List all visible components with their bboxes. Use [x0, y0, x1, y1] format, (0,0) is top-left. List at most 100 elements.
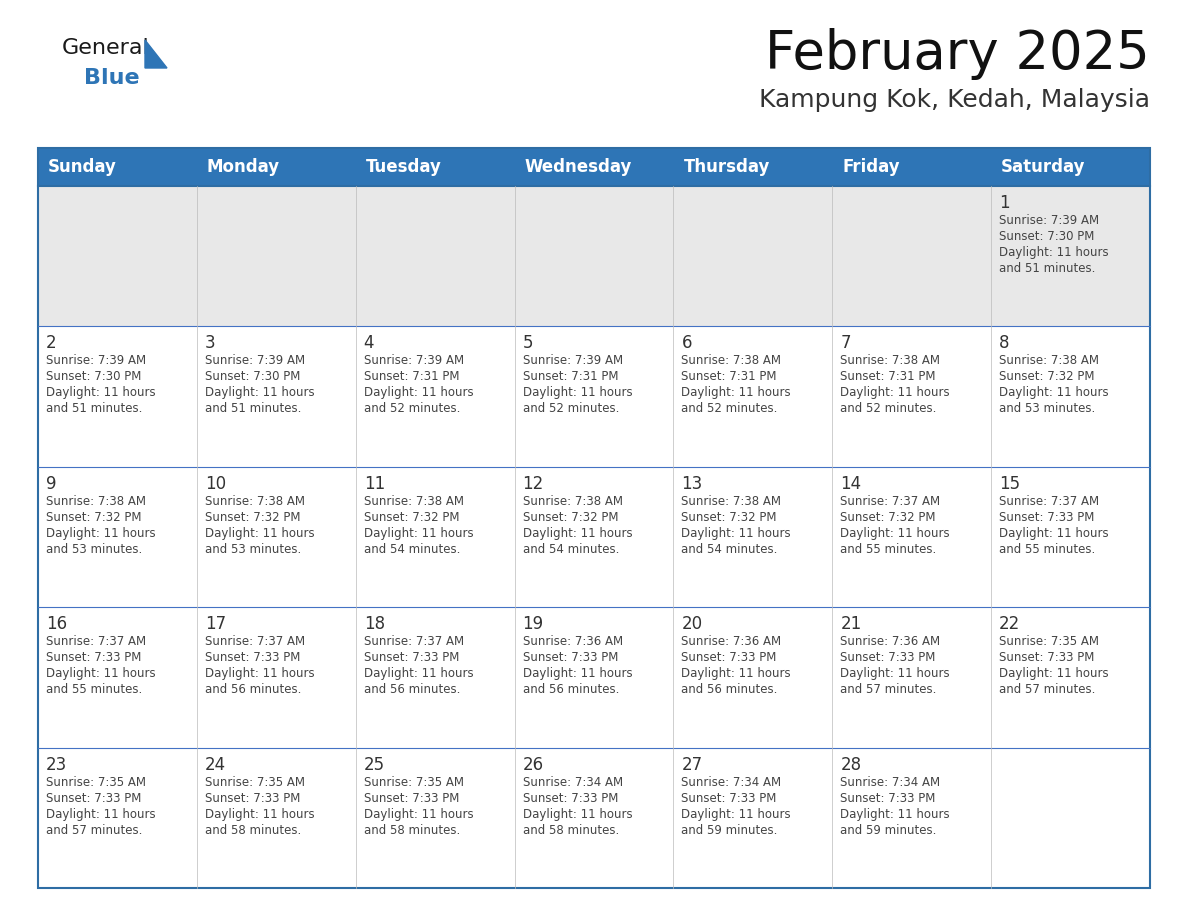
Text: Sunrise: 7:35 AM: Sunrise: 7:35 AM — [204, 776, 305, 789]
Text: Daylight: 11 hours: Daylight: 11 hours — [46, 386, 156, 399]
Text: Sunset: 7:33 PM: Sunset: 7:33 PM — [364, 651, 459, 665]
Text: Daylight: 11 hours: Daylight: 11 hours — [840, 527, 950, 540]
Bar — [991, 466, 1150, 607]
Bar — [514, 186, 674, 327]
Text: 20: 20 — [682, 615, 702, 633]
Bar — [991, 747, 1150, 888]
Text: Sunset: 7:33 PM: Sunset: 7:33 PM — [46, 791, 141, 804]
Text: and 54 minutes.: and 54 minutes. — [523, 543, 619, 555]
Bar — [197, 148, 355, 186]
Text: and 52 minutes.: and 52 minutes. — [364, 402, 460, 416]
Text: February 2025: February 2025 — [765, 28, 1150, 80]
Bar — [355, 607, 514, 747]
Bar — [197, 747, 355, 888]
Bar — [674, 466, 833, 607]
Text: Sunset: 7:33 PM: Sunset: 7:33 PM — [682, 791, 777, 804]
Text: General: General — [62, 38, 150, 58]
Text: and 52 minutes.: and 52 minutes. — [840, 402, 936, 416]
Bar — [38, 186, 197, 327]
Text: Blue: Blue — [84, 68, 140, 88]
Text: Sunrise: 7:37 AM: Sunrise: 7:37 AM — [999, 495, 1099, 508]
Text: 11: 11 — [364, 475, 385, 493]
Text: Daylight: 11 hours: Daylight: 11 hours — [204, 527, 315, 540]
Text: 22: 22 — [999, 615, 1020, 633]
Text: Sunrise: 7:38 AM: Sunrise: 7:38 AM — [364, 495, 463, 508]
Text: Sunset: 7:33 PM: Sunset: 7:33 PM — [204, 651, 301, 665]
Text: Daylight: 11 hours: Daylight: 11 hours — [364, 386, 473, 399]
Bar — [514, 466, 674, 607]
Text: Daylight: 11 hours: Daylight: 11 hours — [523, 527, 632, 540]
Text: and 56 minutes.: and 56 minutes. — [682, 683, 778, 696]
Text: Sunset: 7:32 PM: Sunset: 7:32 PM — [999, 370, 1094, 384]
Bar — [197, 327, 355, 466]
Text: 27: 27 — [682, 756, 702, 774]
Bar — [991, 327, 1150, 466]
Bar — [833, 327, 991, 466]
Text: Sunrise: 7:36 AM: Sunrise: 7:36 AM — [840, 635, 941, 648]
Bar — [38, 607, 197, 747]
Text: Sunrise: 7:38 AM: Sunrise: 7:38 AM — [682, 495, 782, 508]
Text: 9: 9 — [46, 475, 57, 493]
Text: Sunday: Sunday — [48, 158, 116, 176]
Text: Sunrise: 7:38 AM: Sunrise: 7:38 AM — [999, 354, 1099, 367]
Text: Daylight: 11 hours: Daylight: 11 hours — [204, 808, 315, 821]
Text: 18: 18 — [364, 615, 385, 633]
Bar — [991, 607, 1150, 747]
Text: Sunrise: 7:36 AM: Sunrise: 7:36 AM — [682, 635, 782, 648]
Text: Sunset: 7:33 PM: Sunset: 7:33 PM — [682, 651, 777, 665]
Text: Daylight: 11 hours: Daylight: 11 hours — [523, 667, 632, 680]
Text: Daylight: 11 hours: Daylight: 11 hours — [999, 667, 1108, 680]
Text: Sunrise: 7:39 AM: Sunrise: 7:39 AM — [46, 354, 146, 367]
Bar — [833, 607, 991, 747]
Text: and 51 minutes.: and 51 minutes. — [204, 402, 302, 416]
Bar — [514, 747, 674, 888]
Text: Sunset: 7:33 PM: Sunset: 7:33 PM — [523, 651, 618, 665]
Text: Sunset: 7:32 PM: Sunset: 7:32 PM — [840, 510, 936, 524]
Text: Daylight: 11 hours: Daylight: 11 hours — [46, 808, 156, 821]
Bar — [355, 327, 514, 466]
Text: and 52 minutes.: and 52 minutes. — [523, 402, 619, 416]
Text: 2: 2 — [46, 334, 57, 353]
Bar — [197, 607, 355, 747]
Text: 4: 4 — [364, 334, 374, 353]
Text: 19: 19 — [523, 615, 544, 633]
Text: and 53 minutes.: and 53 minutes. — [46, 543, 143, 555]
Text: and 54 minutes.: and 54 minutes. — [364, 543, 460, 555]
Text: and 58 minutes.: and 58 minutes. — [523, 823, 619, 836]
Text: and 55 minutes.: and 55 minutes. — [840, 543, 936, 555]
Text: and 59 minutes.: and 59 minutes. — [682, 823, 778, 836]
Text: and 53 minutes.: and 53 minutes. — [204, 543, 301, 555]
Text: and 59 minutes.: and 59 minutes. — [840, 823, 936, 836]
Text: 7: 7 — [840, 334, 851, 353]
Text: Sunset: 7:31 PM: Sunset: 7:31 PM — [364, 370, 460, 384]
Text: Daylight: 11 hours: Daylight: 11 hours — [840, 386, 950, 399]
Text: 12: 12 — [523, 475, 544, 493]
Text: 3: 3 — [204, 334, 215, 353]
Bar — [991, 148, 1150, 186]
Text: Daylight: 11 hours: Daylight: 11 hours — [523, 808, 632, 821]
Text: Daylight: 11 hours: Daylight: 11 hours — [682, 386, 791, 399]
Text: 17: 17 — [204, 615, 226, 633]
Text: and 57 minutes.: and 57 minutes. — [999, 683, 1095, 696]
Text: and 51 minutes.: and 51 minutes. — [46, 402, 143, 416]
Text: Sunset: 7:33 PM: Sunset: 7:33 PM — [204, 791, 301, 804]
Text: Sunset: 7:33 PM: Sunset: 7:33 PM — [999, 651, 1094, 665]
Text: Daylight: 11 hours: Daylight: 11 hours — [840, 808, 950, 821]
Bar — [674, 148, 833, 186]
Text: Sunset: 7:31 PM: Sunset: 7:31 PM — [840, 370, 936, 384]
Text: Sunrise: 7:39 AM: Sunrise: 7:39 AM — [364, 354, 463, 367]
Text: Sunrise: 7:34 AM: Sunrise: 7:34 AM — [682, 776, 782, 789]
Text: Sunrise: 7:38 AM: Sunrise: 7:38 AM — [840, 354, 940, 367]
Text: and 55 minutes.: and 55 minutes. — [46, 683, 143, 696]
Bar — [197, 466, 355, 607]
Bar — [38, 148, 1150, 888]
Text: Sunrise: 7:38 AM: Sunrise: 7:38 AM — [204, 495, 305, 508]
Text: Sunset: 7:32 PM: Sunset: 7:32 PM — [523, 510, 618, 524]
Text: Daylight: 11 hours: Daylight: 11 hours — [840, 667, 950, 680]
Text: Sunset: 7:33 PM: Sunset: 7:33 PM — [840, 791, 936, 804]
Text: 26: 26 — [523, 756, 544, 774]
Bar — [38, 148, 197, 186]
Text: 16: 16 — [46, 615, 68, 633]
Text: Daylight: 11 hours: Daylight: 11 hours — [682, 808, 791, 821]
Text: 5: 5 — [523, 334, 533, 353]
